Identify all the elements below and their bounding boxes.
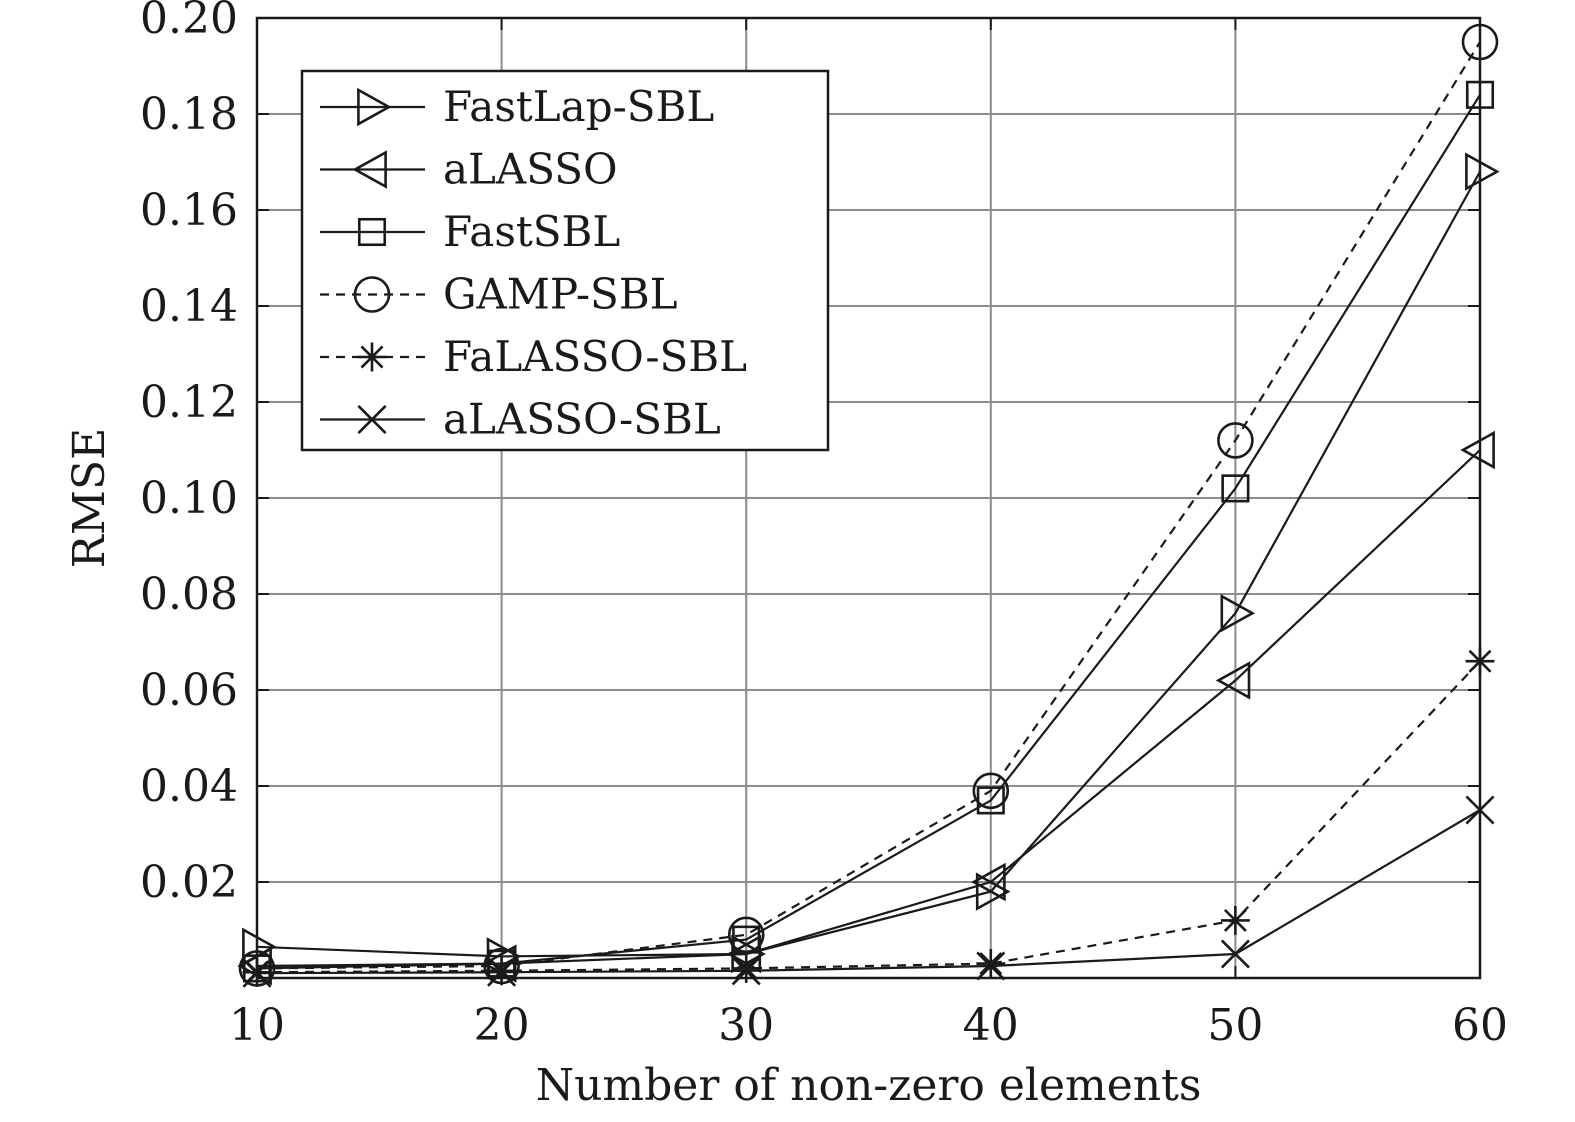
circle-marker — [353, 276, 391, 313]
y-axis-title: RMSE — [64, 428, 115, 568]
triangle-right-marker — [357, 87, 392, 127]
legend-item: FastSBL — [320, 207, 620, 256]
tick-labels: 10 20 30 40 50 60 0.02 0.04 0.06 0.08 0.10 0.12 0.14… — [140, 0, 1508, 1051]
legend-box — [300, 69, 830, 452]
triangle-left-marker — [352, 150, 387, 189]
legend-label: FastLap-SBL — [443, 82, 714, 131]
circle-marker — [727, 916, 765, 954]
legend-label: FastSBL — [443, 207, 620, 256]
x-tick-label: 50 — [1207, 1000, 1263, 1051]
series-line-gamp-sbl — [256, 41, 1481, 970]
series-line-falasso-sbl — [256, 660, 1481, 974]
legend-item: GAMP-SBL — [320, 270, 678, 319]
square-marker — [1221, 474, 1250, 503]
square-marker — [357, 217, 387, 247]
x-tick-label: 40 — [963, 1000, 1019, 1051]
x-tick-label: 20 — [474, 1000, 530, 1051]
y-tick-label: 0.20 — [140, 0, 238, 44]
series-line-alasso-sbl — [256, 809, 1481, 975]
legend: FastLap-SBL aLASSO FastSBL GAMP-SBL FaLASSO-… — [300, 69, 830, 452]
y-tick-label: 0.14 — [140, 281, 238, 332]
y-tick-label: 0.08 — [140, 569, 238, 620]
series-alasso — [237, 430, 1495, 986]
triangle-left-marker — [1460, 430, 1495, 470]
series-falasso-sbl — [242, 646, 1495, 987]
y-tick-label: 0.06 — [140, 665, 238, 716]
y-tick-label: 0.12 — [140, 377, 238, 428]
legend-item: FaLASSO-SBL — [320, 332, 747, 381]
y-tick-label: 0.18 — [140, 89, 238, 140]
triangle-left-marker — [971, 862, 1006, 902]
x-tick-label: 10 — [229, 1000, 285, 1051]
triangle-right-marker — [975, 872, 1011, 911]
triangle-left-marker — [726, 934, 762, 974]
legend-label: GAMP-SBL — [443, 270, 678, 319]
asterisk-marker — [976, 949, 1006, 979]
series-alasso-sbl — [242, 795, 1495, 988]
series-line-alasso — [256, 449, 1481, 968]
y-tick-label: 0.02 — [140, 857, 238, 908]
y-tick-label: 0.16 — [140, 185, 238, 236]
cross-marker — [357, 404, 387, 435]
axis-ticks — [256, 17, 1481, 978]
series-line-fastsbl — [256, 94, 1481, 970]
asterisk-marker — [1220, 905, 1250, 935]
legend-item: aLASSO-SBL — [320, 395, 721, 444]
asterisk-marker — [357, 342, 387, 372]
triangle-right-marker — [1465, 152, 1500, 191]
x-tick-label: 60 — [1452, 1000, 1508, 1051]
circle-marker — [1217, 422, 1254, 459]
series-layer — [237, 23, 1500, 988]
triangle-right-marker — [1220, 593, 1256, 633]
y-tick-label: 0.04 — [140, 761, 238, 812]
triangle-left-marker — [1215, 661, 1251, 700]
y-tick-label: 0.10 — [140, 473, 238, 524]
circle-marker — [972, 772, 1010, 810]
legend-label: FaLASSO-SBL — [443, 332, 747, 381]
x-tick-label: 30 — [718, 1000, 774, 1051]
x-axis-title: Number of non-zero elements — [536, 1060, 1202, 1111]
legend-item: aLASSO — [320, 145, 618, 194]
cross-marker — [1220, 939, 1250, 969]
legend-label: aLASSO-SBL — [443, 395, 721, 444]
series-line-fastlap-sbl — [256, 171, 1481, 958]
legend-item: FastLap-SBL — [320, 82, 714, 131]
legend-label: aLASSO — [443, 145, 618, 194]
